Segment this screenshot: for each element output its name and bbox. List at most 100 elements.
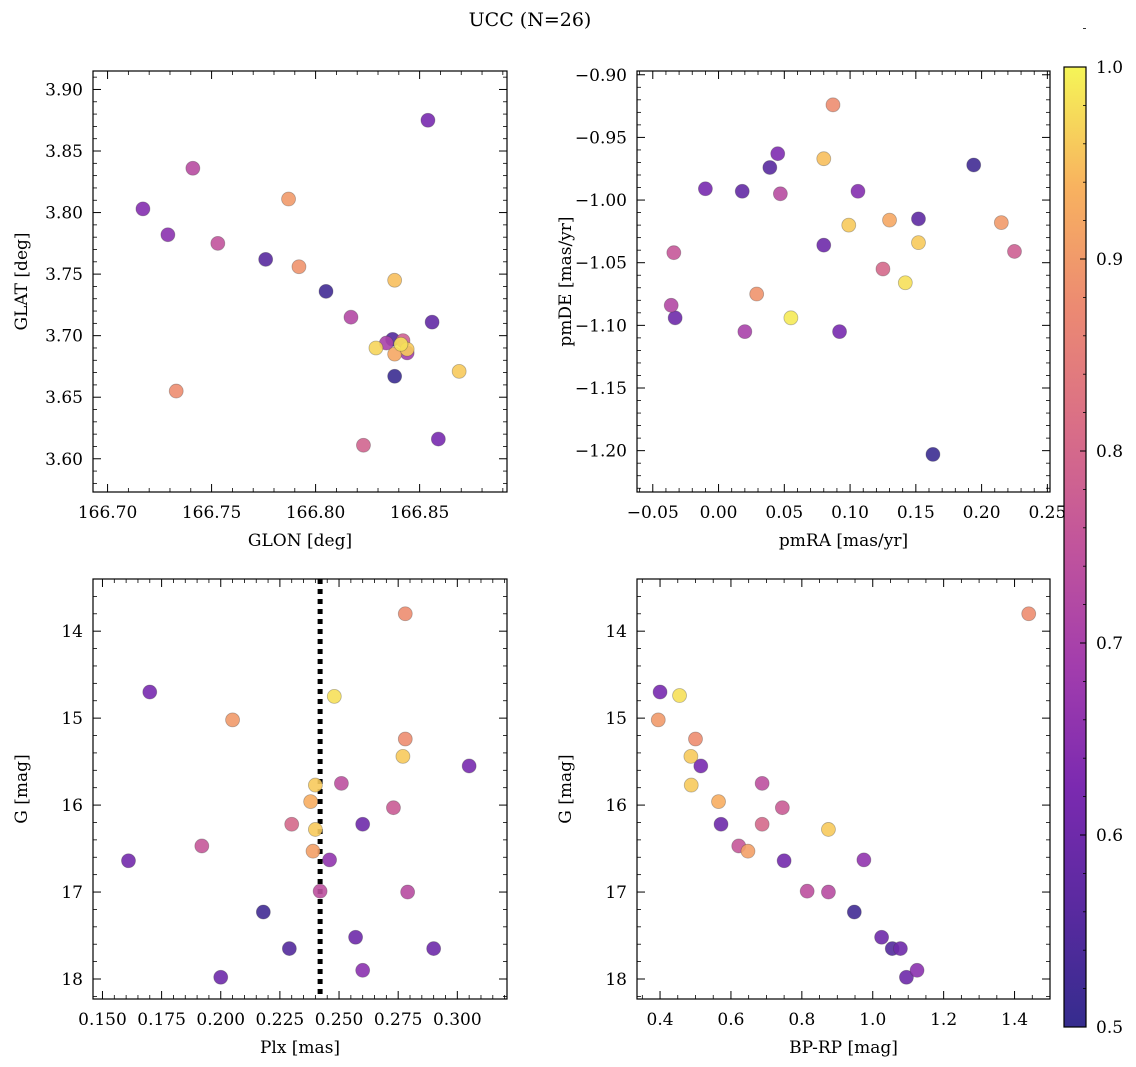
panel-4: 0.4 0.6 0.8 1.0 1.2 1.4 14 15 16 17 18 BP-RP [mag] G… — [556, 578, 1051, 1058]
scatter-point — [846, 904, 862, 920]
scatter-point — [307, 822, 323, 837]
scatter-point — [420, 112, 436, 128]
scatter-point — [688, 731, 703, 747]
scatter-point — [307, 777, 323, 793]
y-axis-label: pmDE [mas/yr] — [556, 216, 576, 346]
scatter-point — [850, 183, 866, 199]
scatter-point — [762, 160, 778, 175]
y-tick-label: 3.85 — [45, 142, 83, 162]
y-tick-label: 14 — [61, 622, 83, 642]
colorbar-tick-label: 0.7 — [1096, 634, 1123, 654]
panel-3: 0.150 0.175 0.200 0.225 0.250 0.275 0.300 14 15 1… — [12, 578, 508, 1058]
scatter-point — [652, 684, 668, 700]
scatter-point — [258, 251, 274, 267]
scatter-point — [966, 157, 982, 173]
scatter-point — [754, 816, 770, 832]
y-tick-label: 3.60 — [45, 450, 83, 470]
y-axis-label: G [mag] — [12, 754, 32, 823]
scatter-point — [663, 297, 679, 313]
x-tick-label: 0.6 — [717, 1010, 744, 1030]
scatter-point — [135, 201, 151, 217]
scatter-point — [348, 929, 363, 945]
scatter-point — [667, 310, 683, 326]
y-tick-label: 3.70 — [45, 327, 83, 347]
x-tick-label: 0.175 — [137, 1010, 186, 1030]
x-axis-label: pmRA [mas/yr] — [779, 531, 908, 551]
x-tick-label: 0.250 — [315, 1010, 364, 1030]
x-tick-label: 166.85 — [390, 503, 449, 523]
scatter-point — [387, 272, 403, 288]
scatter-point — [451, 363, 467, 379]
scatter-point — [650, 712, 666, 728]
scatter-point — [832, 324, 847, 340]
scatter-point — [142, 684, 158, 700]
scatter-point — [770, 146, 786, 162]
scatter-point — [397, 606, 413, 622]
x-tick-label: 0.10 — [831, 503, 869, 523]
axes-frame — [636, 70, 1051, 493]
y-tick-label: −0.90 — [575, 66, 627, 86]
y-tick-label: −1.15 — [575, 379, 627, 399]
scatter-point — [897, 275, 913, 291]
y-tick-label: 17 — [61, 883, 83, 903]
scatter-point — [799, 883, 815, 899]
x-axis-label: BP-RP [mag] — [789, 1038, 898, 1058]
scatter-point — [303, 794, 319, 810]
scatter-point — [121, 853, 136, 869]
scatter-point — [356, 437, 371, 453]
x-tick-label: 0.200 — [196, 1010, 245, 1030]
scatter-point — [1021, 606, 1037, 622]
scatter-point — [305, 843, 321, 859]
scatter-point — [821, 822, 836, 837]
scatter-point — [909, 962, 925, 978]
scatter-point — [825, 97, 841, 113]
colorbar-tick-label: 1.0 — [1096, 58, 1123, 78]
x-tick-label: 0.300 — [433, 1010, 482, 1030]
colorbar-tick-label: 0.5 — [1096, 1018, 1123, 1038]
scatter-point — [213, 969, 229, 985]
scatter-point — [713, 816, 729, 832]
y-tick-label: 3.75 — [45, 265, 83, 285]
scatter-point — [740, 843, 756, 859]
x-tick-label: 0.25 — [1028, 503, 1066, 523]
scatter-point — [693, 758, 709, 774]
scatter-point — [734, 183, 750, 199]
scatter-point — [911, 235, 926, 251]
y-tick-label: 3.80 — [45, 204, 83, 224]
scatter-point — [194, 838, 210, 854]
y-tick-label: 3.90 — [45, 80, 83, 100]
scatter-point — [333, 775, 349, 791]
scatter-point — [318, 283, 334, 299]
panel-2: −0.05 0.00 0.05 0.10 0.15 0.20 0.25 −1.20 −1.15 −… — [556, 66, 1066, 551]
x-tick-label: 0.8 — [788, 1010, 815, 1030]
scatter-point — [426, 941, 442, 956]
colorbar-tick-label: 0.8 — [1096, 442, 1123, 462]
x-tick-label: 0.15 — [897, 503, 935, 523]
colorbar-tick-label: 0.9 — [1096, 250, 1123, 270]
x-axis-label: Plx [mas] — [260, 1038, 340, 1058]
y-tick-label: 3.65 — [45, 388, 83, 408]
scatter-point — [754, 775, 770, 791]
x-tick-label: 0.225 — [256, 1010, 305, 1030]
scatter-point — [424, 314, 440, 330]
x-tick-label: 1.4 — [1001, 1010, 1028, 1030]
scatter-point — [821, 884, 836, 900]
scatter-point — [711, 794, 726, 810]
scatter-point — [882, 212, 897, 228]
scatter-point — [892, 941, 908, 956]
colorbar: 0.5 0.6 0.7 0.8 0.9 1.0 — [1063, 28, 1123, 1038]
axes-frame — [92, 70, 508, 493]
scatter-point — [875, 261, 891, 277]
scatter-point — [225, 712, 240, 728]
scatter-point — [874, 929, 890, 945]
y-axis-label: GLAT [deg] — [12, 232, 32, 330]
y-tick-label: −0.95 — [575, 128, 627, 148]
scatter-point — [387, 368, 403, 384]
scatter-point — [1007, 244, 1022, 259]
scatter-point — [776, 853, 792, 869]
scatter-point — [856, 852, 872, 868]
x-axis-label: GLON [deg] — [248, 531, 352, 551]
colorbar-gradient — [1064, 67, 1086, 1027]
colorbar-frame — [1063, 66, 1087, 1028]
scatter-point — [393, 336, 409, 352]
